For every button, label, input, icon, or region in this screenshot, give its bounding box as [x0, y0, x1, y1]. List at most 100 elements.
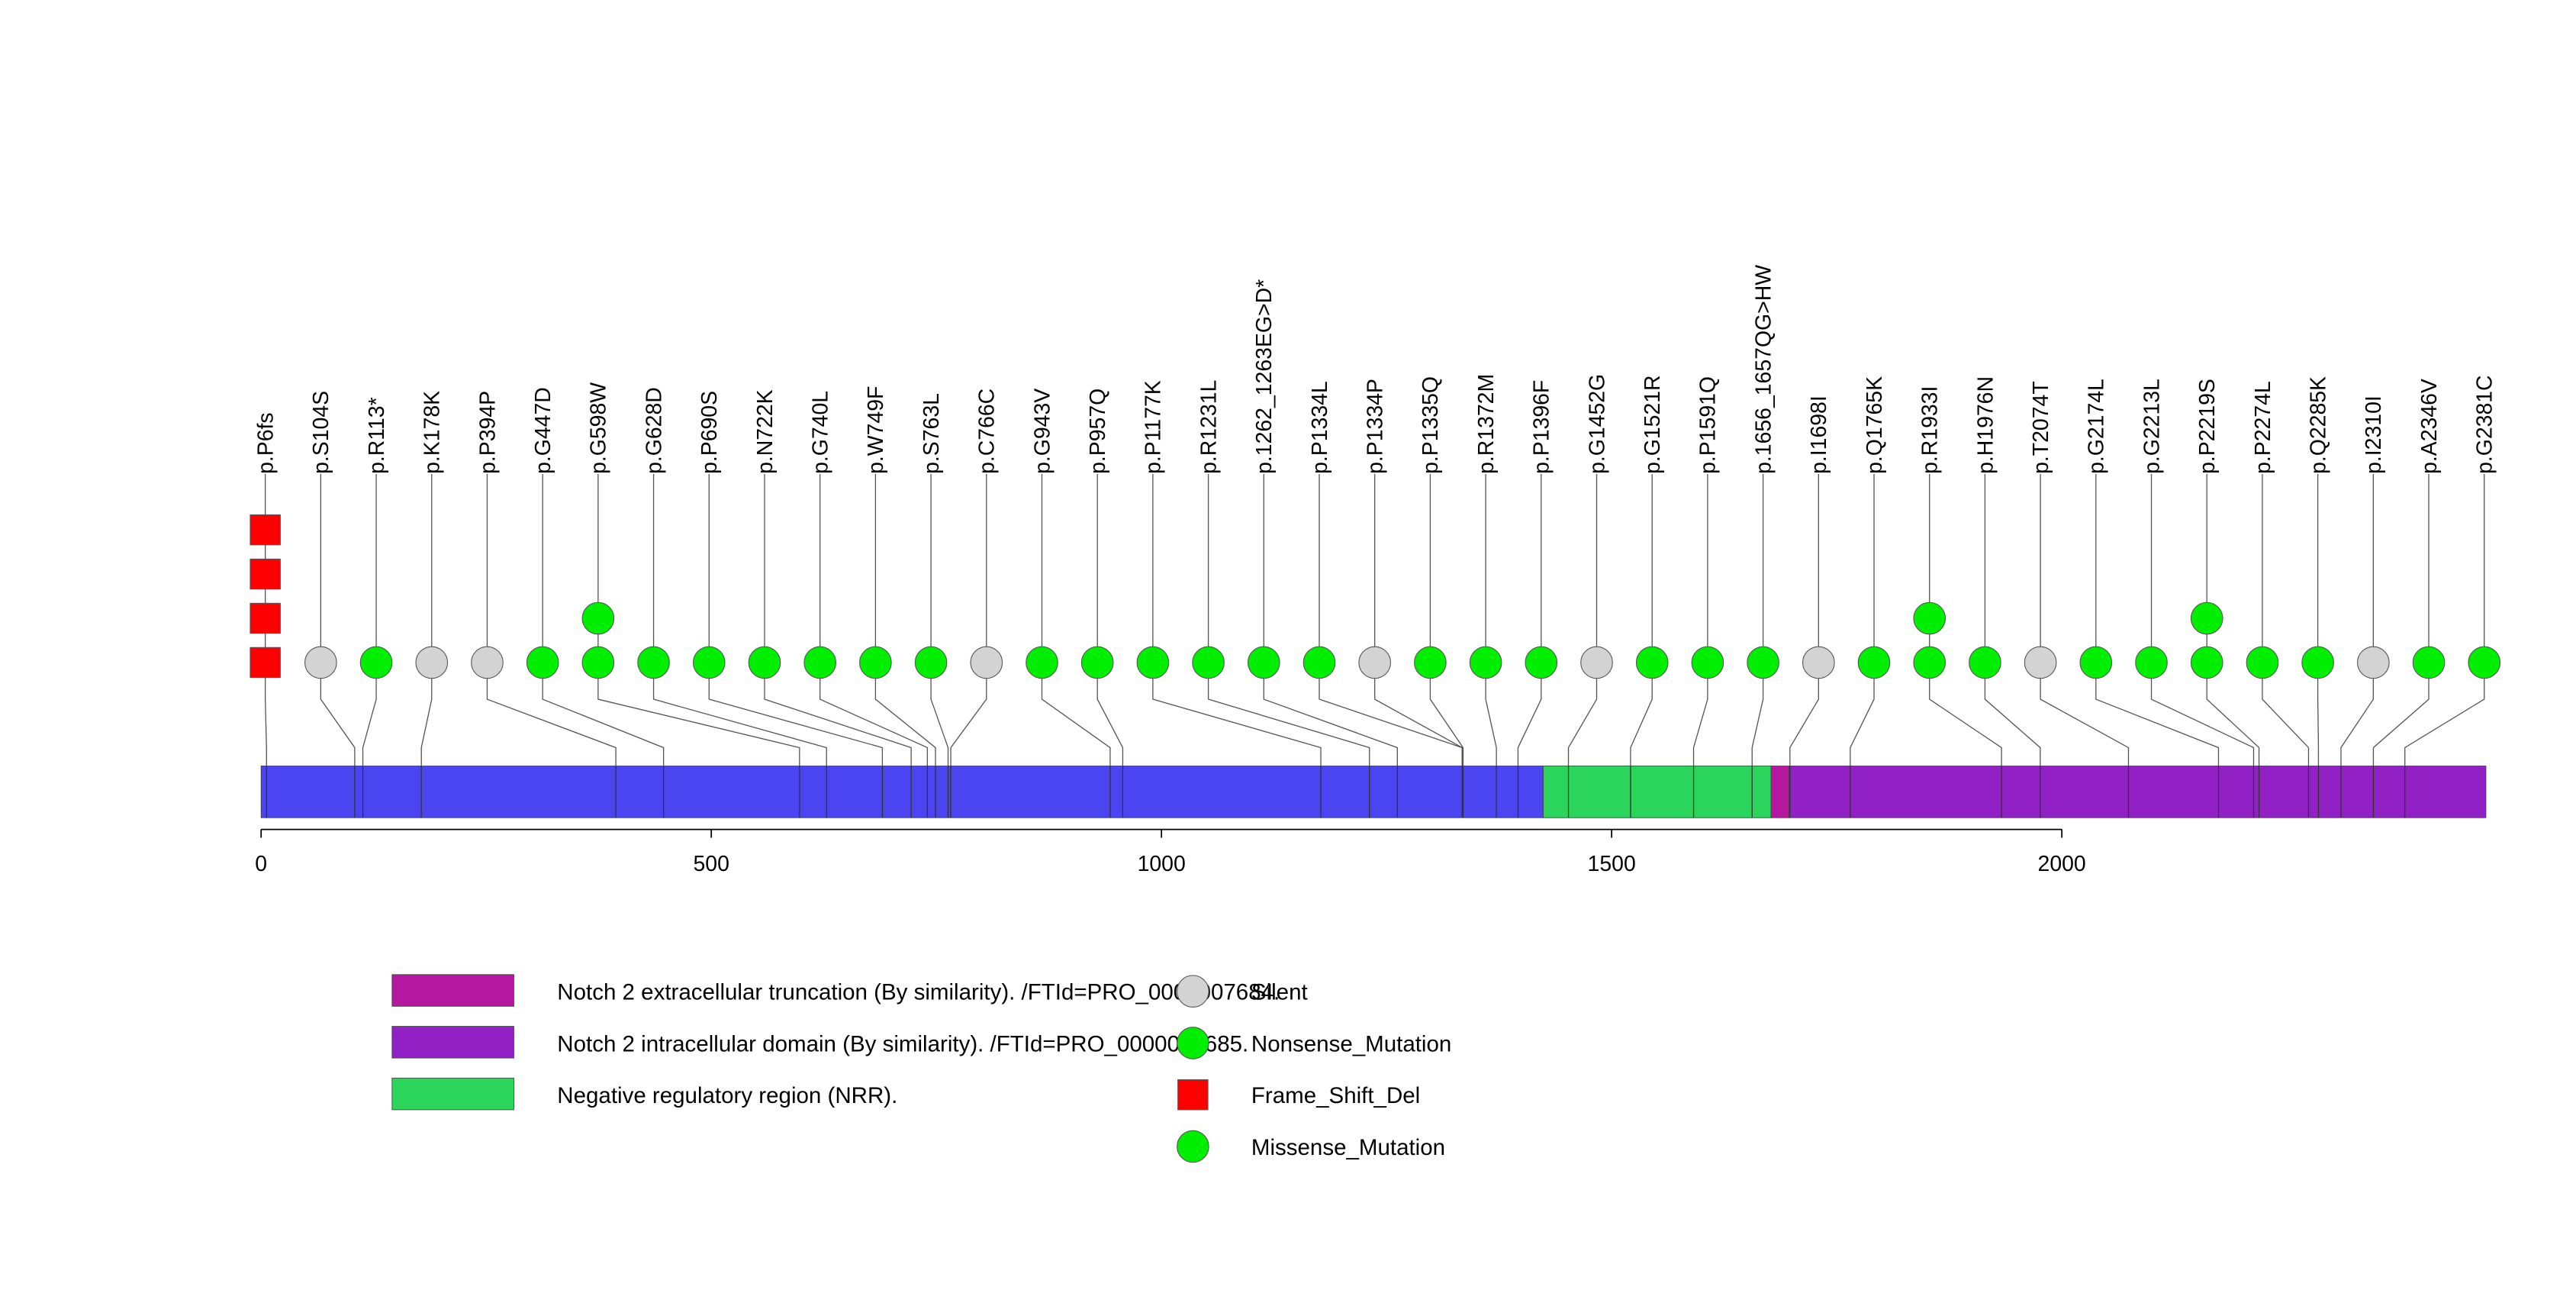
legend-domain-label: Notch 2 intracellular domain (By similar… [557, 1031, 1248, 1056]
mutation-connector [2040, 662, 2130, 766]
mutation-label: p.P1335Q [1418, 376, 1443, 474]
mutation-marker [526, 646, 559, 679]
mutation-label: p.K178K [420, 391, 445, 474]
legend-type-label: Missense_Mutation [1251, 1135, 1445, 1160]
legend-type-label: Frame_Shift_Del [1251, 1083, 1420, 1108]
mutation-connector [1041, 662, 1111, 766]
protein-backbone [260, 766, 1544, 818]
mutation-connector [362, 662, 377, 766]
mutation-marker [692, 646, 726, 679]
mutation-marker [1469, 646, 1502, 679]
mutation-marker [1525, 646, 1558, 679]
mutation-connector [1984, 662, 2041, 766]
mutation-connector [1567, 662, 1598, 766]
legend-type-swatch [1177, 1079, 1209, 1111]
mutation-marker [1136, 646, 1170, 679]
mutation-label: p.G628D [642, 387, 666, 474]
mutation-labels: p.P6fs p.S104S p.R113* p.K178K p.P394P p.G447… [253, 265, 2497, 474]
mutation-label: p.G2381C [2473, 375, 2497, 473]
mutation-connector [1485, 662, 1497, 766]
legend-domain-swatch [391, 1026, 514, 1059]
mutation-marker [970, 646, 1003, 679]
legend-type-swatch [1177, 1130, 1209, 1163]
legend-type-label: Nonsense_Mutation [1251, 1031, 1451, 1056]
mutation-connector [819, 662, 929, 766]
x-tick-label: 0 [255, 852, 267, 876]
mutation-connector [320, 662, 356, 766]
mutation-label: p.P6fs [253, 412, 278, 474]
legend-type-label: Silent [1251, 980, 1308, 1005]
mutation-marker [1691, 646, 1724, 679]
mutation-marker [2246, 646, 2279, 679]
legend-domain-swatch [391, 974, 514, 1007]
mutation-label: p.S104S [309, 391, 333, 474]
legend-type-swatch [1177, 1027, 1209, 1059]
mutation-marker [471, 646, 504, 679]
mutation-marker [1635, 646, 1669, 679]
mutation-label: p.P394P [475, 391, 500, 474]
mutation-label: p.P2274L [2251, 381, 2275, 474]
mutation-marker [250, 602, 281, 634]
mutation-label: p.P1396F [1530, 380, 1554, 474]
mutation-connector [2262, 662, 2310, 766]
mutation-marker [2190, 601, 2223, 635]
mutation-connector [2206, 662, 2260, 766]
mutation-label: p.P1334L [1308, 381, 1332, 474]
mutation-connector [486, 662, 617, 766]
mutation-connector [2317, 662, 2320, 766]
domain-negative-regulatory-region-nrr [1543, 766, 1772, 818]
domain-notch-2-intracellular-domain-by-similari [1789, 766, 2487, 818]
mutation-marker [250, 514, 281, 546]
mutation-marker [1358, 646, 1392, 679]
mutation-connector [1517, 662, 1542, 766]
mutation-label: p.P1177K [1141, 380, 1166, 474]
mutation-connector [1929, 662, 2002, 766]
mutation-marker [415, 646, 449, 679]
mutation-marker [2024, 646, 2057, 679]
mutation-connector [2150, 662, 2255, 766]
mutation-label: p.P1334P [1364, 379, 1388, 474]
mutation-connector [542, 662, 665, 766]
mutation-connector [950, 662, 987, 766]
mutation-marker [1302, 646, 1336, 679]
legend-type-swatch [1177, 975, 1209, 1008]
mutation-marker [2079, 646, 2113, 679]
x-tick-label: 500 [693, 852, 729, 876]
mutation-connector [874, 662, 936, 766]
mutation-label: p.I1698I [1807, 395, 1831, 474]
mutation-marker [803, 646, 836, 679]
mutation-label: p.R1231L [1196, 380, 1221, 474]
x-tick-label: 2000 [2038, 852, 2086, 876]
mutation-label: p.Q2285K [2306, 376, 2330, 474]
mutation-label: p.T2074T [2029, 381, 2053, 474]
mutation-marker [2412, 646, 2446, 679]
mutation-label: p.G1452G [1585, 374, 1609, 474]
mutation-connector [420, 662, 433, 766]
mutation-marker [250, 647, 281, 679]
mutation-marker [304, 646, 337, 679]
mutation-connector [1630, 662, 1653, 766]
mutation-connector [2404, 662, 2485, 766]
mutation-connector [764, 662, 912, 766]
mutation-connector [1263, 662, 1398, 766]
mutation-label: p.G2213L [2140, 379, 2164, 474]
connector-lines [265, 662, 2485, 766]
mutation-marker [1080, 646, 1114, 679]
mutation-label: p.1656_1657QG>HW [1751, 265, 1776, 474]
mutation-connector [2340, 662, 2374, 766]
mutation-connector [2095, 662, 2220, 766]
mutation-label: p.G447D [531, 387, 555, 474]
mutation-connector [1751, 662, 1764, 766]
mutation-label: p.G2174L [2085, 379, 2109, 474]
mutation-marker [1913, 646, 1946, 679]
mutation-marker [1192, 646, 1225, 679]
mutation-label: p.P690S [697, 391, 722, 474]
mutation-marker [1747, 646, 1779, 679]
x-tick-label: 1500 [1588, 852, 1636, 876]
mutation-marker [581, 601, 615, 635]
mutation-label: p.R1933I [1918, 386, 1943, 474]
x-tick-label: 1000 [1138, 852, 1186, 876]
mutation-label: p.G740L [809, 391, 833, 474]
mutation-marker [1913, 601, 1946, 635]
